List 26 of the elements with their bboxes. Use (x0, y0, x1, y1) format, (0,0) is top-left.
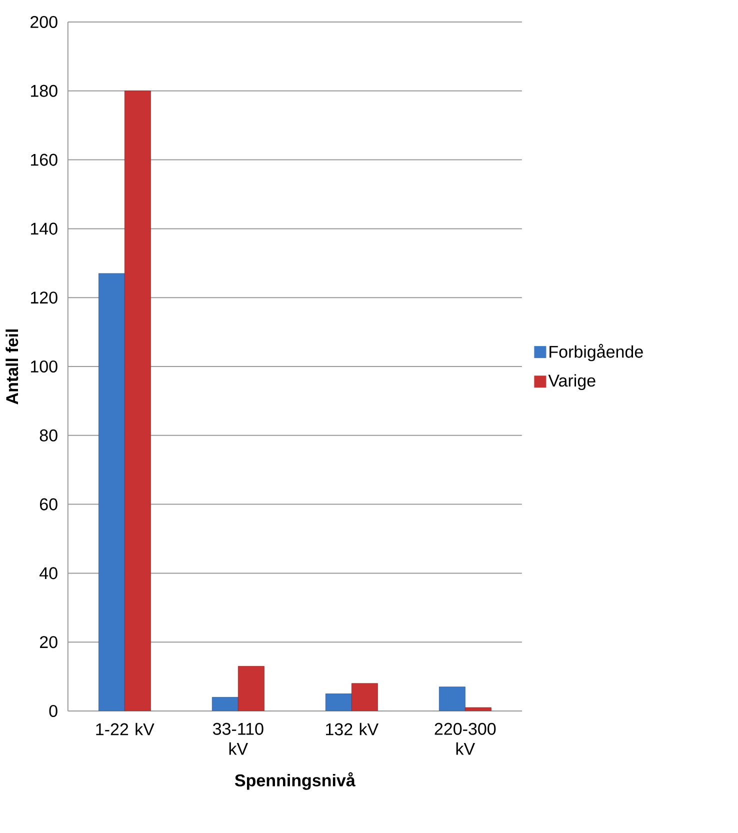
y-tick-label: 60 (40, 498, 58, 510)
y-axis-title: Antall feil (6, 329, 18, 404)
bar (98, 273, 126, 711)
bar (439, 686, 466, 711)
bar (352, 683, 378, 711)
y-tick-label: 160 (31, 154, 58, 166)
y-tick-label: 140 (31, 222, 58, 235)
y-tick-label: 100 (31, 360, 58, 373)
bar (124, 90, 152, 711)
y-tick-label: 40 (40, 567, 58, 580)
y-tick-label: 200 (30, 16, 58, 28)
y-tick-label: 20 (40, 636, 58, 648)
x-tick-label: 33-110 kV (213, 722, 264, 755)
x-tick-label: 132 kV (326, 722, 379, 736)
legend-label: Forbigående (550, 344, 644, 362)
x-tick-label: 220-300 kV (435, 722, 496, 755)
bar (212, 697, 239, 711)
y-tick-label: 180 (31, 84, 58, 97)
bar (238, 666, 265, 711)
y-tick-label: 120 (31, 292, 58, 304)
x-tick-label: 1-22 kV (96, 722, 155, 736)
bar (326, 694, 352, 711)
x-axis-title: Spenningsnivå (235, 772, 356, 790)
legend-label: Varige (548, 374, 596, 390)
y-tick-label: 0 (49, 704, 58, 718)
y-tick-label: 80 (40, 429, 58, 442)
